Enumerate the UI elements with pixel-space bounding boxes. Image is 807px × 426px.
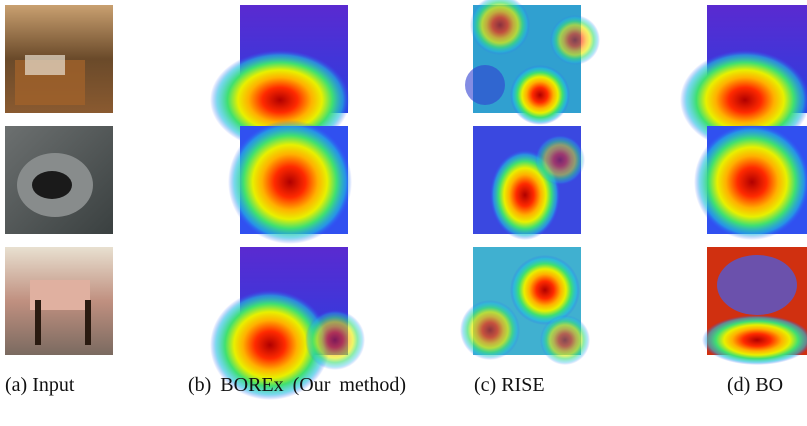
caption: (c) RISE [474, 372, 545, 398]
input-image [5, 126, 113, 234]
heatmap [702, 247, 807, 365]
input-image [5, 5, 113, 113]
heatmap [473, 126, 585, 240]
image-grid [0, 0, 807, 426]
caption: (b) BOREx (Our method) [188, 372, 406, 398]
figure: (a) Input (b) BOREx (Our method) (c) RIS… [0, 0, 807, 426]
heatmap [228, 120, 352, 244]
caption: (d) BO [727, 372, 783, 398]
heatmap [465, 0, 600, 125]
input-image [5, 247, 113, 355]
heatmap [694, 124, 807, 240]
heatmap [460, 247, 590, 365]
caption: (a) Input [5, 372, 74, 398]
